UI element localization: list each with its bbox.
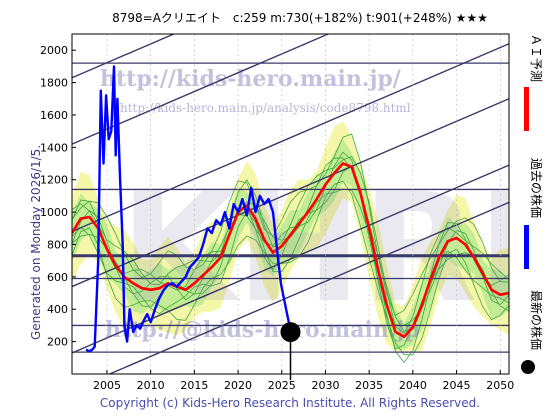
watermark-url-main: http://kids-hero.main.jp/: [100, 66, 402, 92]
legend-swatch-ai: [524, 87, 529, 131]
trend-line: [72, 98, 509, 288]
copyright: Copyright (c) Kids-Hero Research Institu…: [100, 396, 480, 410]
x-tick-label: 2005: [93, 379, 121, 392]
y-tick-label: 1200: [40, 174, 68, 187]
x-tick-label: 2010: [137, 379, 165, 392]
trend-line: [72, 164, 509, 354]
x-tick-label: 2015: [180, 379, 208, 392]
legend-label-past: 過去の株価: [529, 158, 544, 218]
plot-frame: [71, 33, 510, 375]
band-inner: [72, 139, 509, 350]
x-tick-label: 2045: [443, 379, 471, 392]
generated-label: Generated on Monday 2026/1/5.: [29, 145, 43, 340]
latest-layer: [280, 322, 301, 380]
legend-label-latest: 最新の株価: [529, 290, 544, 350]
x-tick-label: 2020: [224, 379, 252, 392]
x-tick-label: 2050: [486, 379, 514, 392]
trend-line: [72, 34, 330, 145]
y-tick-label: 1800: [40, 77, 68, 90]
y-axis: 200 400 600 800 1000 1200 1400 1600 1800 2000: [40, 44, 76, 349]
legend-swatch-past: [524, 225, 529, 269]
x-tick-label: 2035: [355, 379, 383, 392]
band-line: [72, 156, 509, 334]
y-tick-label: 1400: [40, 141, 68, 154]
series-line-past: [85, 65, 292, 353]
series-line-ai: [72, 162, 509, 339]
y-tick-label: 400: [47, 303, 68, 316]
y-tick-label: 1600: [40, 109, 68, 122]
y-tick-label: 200: [47, 336, 68, 349]
chart-title: 8798=Aクリエイト c:259 m:730(+182%) t:901(+24…: [112, 11, 488, 25]
x-axis: 2005 2010 2015 2020 2025 2030 2035 2040 2045 2050: [93, 370, 514, 392]
trend-line: [107, 201, 509, 374]
x-tick-label: 2040: [399, 379, 427, 392]
series-layer: [72, 65, 509, 353]
x-tick-label: 2030: [311, 379, 339, 392]
legend-swatch-latest: [521, 360, 535, 374]
legend-label-ai: ＡＩ予測: [529, 34, 543, 82]
watermark-url-bottom: http://@kids-hero.main.jp: [105, 317, 420, 343]
y-tick-label: 600: [47, 271, 68, 284]
y-tick-label: 2000: [40, 44, 68, 57]
legend: ＡＩ予測 過去の株価 最新の株価: [521, 34, 544, 374]
y-tick-label: 800: [47, 238, 68, 251]
trend-line: [72, 43, 509, 233]
watermark-url-analysis: http://kids-hero.main.jp/analysis/code87…: [120, 101, 411, 115]
latest-point: [280, 322, 301, 343]
trend-line: [72, 34, 176, 79]
watermark-big: KHRI: [120, 162, 533, 336]
y-tick-label: 1000: [40, 206, 68, 219]
x-tick-label: 2025: [268, 379, 296, 392]
band-line: [72, 133, 509, 316]
trend-lines: [72, 34, 509, 374]
